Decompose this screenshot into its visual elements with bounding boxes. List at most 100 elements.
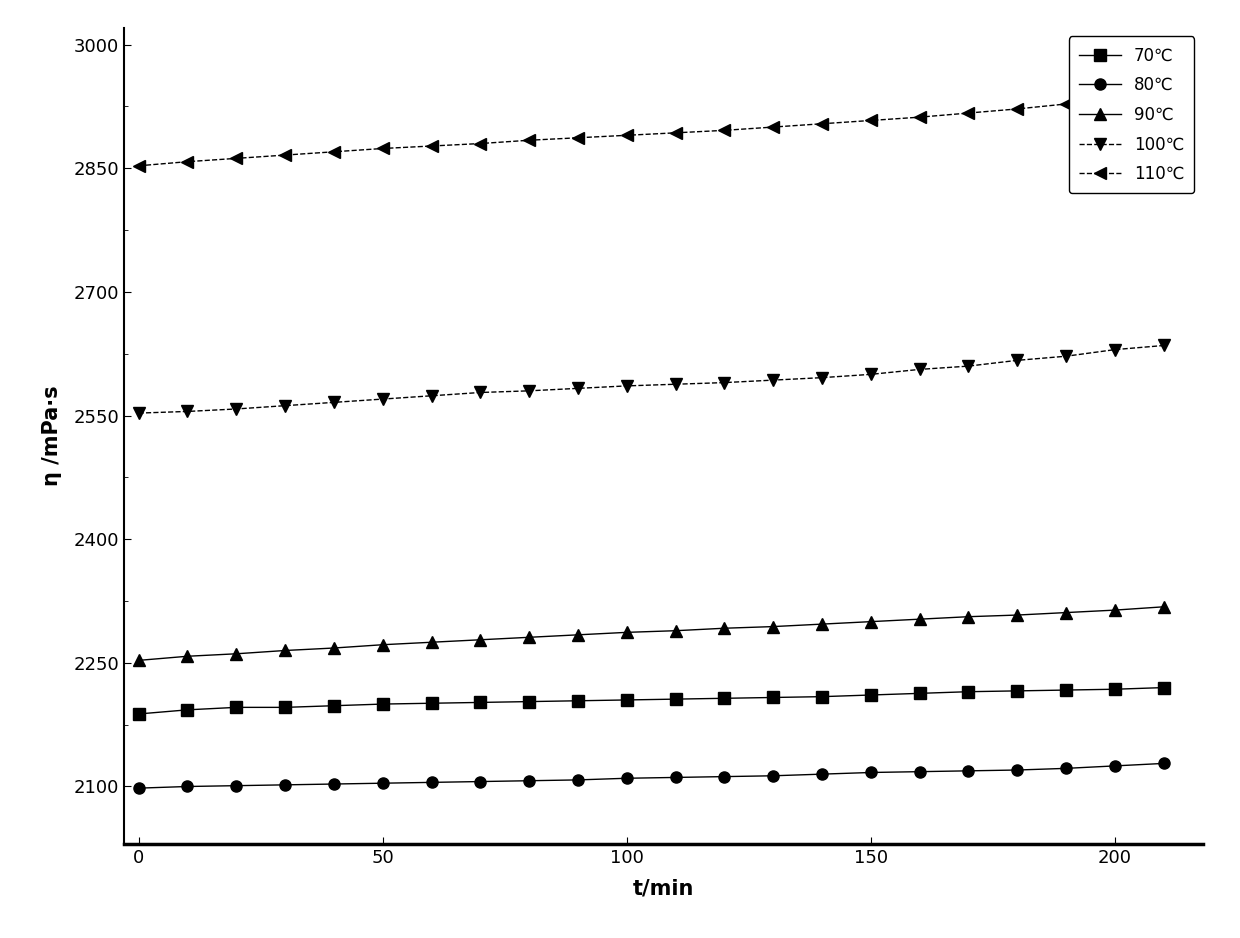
90℃	[961, 611, 976, 622]
110℃	[424, 141, 439, 152]
90℃	[376, 639, 391, 650]
80℃	[180, 780, 195, 792]
70℃	[717, 692, 732, 704]
70℃	[131, 708, 146, 719]
90℃	[278, 644, 293, 656]
90℃	[229, 648, 244, 659]
90℃	[863, 616, 878, 628]
90℃	[619, 627, 634, 638]
100℃	[913, 364, 928, 375]
80℃	[717, 771, 732, 782]
80℃	[278, 779, 293, 791]
Line: 100℃: 100℃	[133, 340, 1169, 418]
100℃	[815, 372, 830, 384]
100℃	[1157, 340, 1172, 351]
100℃	[326, 397, 341, 408]
90℃	[180, 651, 195, 662]
100℃	[570, 383, 585, 394]
70℃	[424, 698, 439, 709]
80℃	[1059, 763, 1074, 774]
110℃	[1009, 103, 1024, 114]
90℃	[717, 623, 732, 634]
80℃	[376, 778, 391, 789]
90℃	[131, 655, 146, 666]
110℃	[570, 132, 585, 144]
70℃	[1157, 682, 1172, 693]
80℃	[424, 777, 439, 788]
Line: 90℃: 90℃	[133, 601, 1169, 666]
110℃	[961, 108, 976, 119]
Legend: 70℃, 80℃, 90℃, 100℃, 110℃: 70℃, 80℃, 90℃, 100℃, 110℃	[1069, 37, 1194, 193]
70℃	[863, 689, 878, 701]
100℃	[229, 403, 244, 415]
70℃	[815, 691, 830, 703]
100℃	[180, 406, 195, 417]
110℃	[229, 153, 244, 164]
100℃	[1059, 351, 1074, 362]
70℃	[570, 695, 585, 706]
Line: 110℃: 110℃	[133, 88, 1169, 172]
90℃	[1107, 604, 1122, 615]
100℃	[522, 386, 537, 397]
80℃	[863, 767, 878, 779]
110℃	[522, 135, 537, 146]
70℃	[472, 697, 487, 708]
100℃	[1009, 355, 1024, 366]
90℃	[766, 621, 781, 632]
70℃	[376, 699, 391, 710]
100℃	[131, 407, 146, 418]
80℃	[1157, 758, 1172, 769]
80℃	[570, 774, 585, 785]
90℃	[1009, 610, 1024, 621]
70℃	[1059, 685, 1074, 696]
110℃	[717, 125, 732, 136]
100℃	[1107, 344, 1122, 356]
110℃	[863, 114, 878, 126]
70℃	[522, 696, 537, 707]
100℃	[961, 360, 976, 371]
90℃	[326, 643, 341, 654]
90℃	[913, 613, 928, 625]
80℃	[522, 775, 537, 786]
110℃	[472, 138, 487, 149]
90℃	[424, 637, 439, 648]
Y-axis label: η /mPa·s: η /mPa·s	[42, 386, 62, 487]
90℃	[815, 618, 830, 629]
110℃	[326, 146, 341, 158]
110℃	[815, 118, 830, 129]
110℃	[619, 129, 634, 141]
80℃	[1107, 761, 1122, 772]
100℃	[717, 377, 732, 388]
70℃	[180, 704, 195, 716]
80℃	[961, 765, 976, 777]
80℃	[815, 768, 830, 779]
70℃	[278, 702, 293, 713]
70℃	[913, 688, 928, 699]
80℃	[229, 780, 244, 792]
100℃	[668, 379, 683, 390]
90℃	[472, 634, 487, 645]
110℃	[376, 143, 391, 154]
100℃	[766, 374, 781, 386]
100℃	[472, 386, 487, 398]
100℃	[424, 390, 439, 401]
70℃	[668, 693, 683, 704]
80℃	[326, 779, 341, 790]
Line: 80℃: 80℃	[133, 758, 1169, 794]
70℃	[619, 694, 634, 705]
90℃	[570, 629, 585, 641]
90℃	[522, 631, 537, 643]
80℃	[1009, 764, 1024, 776]
90℃	[1059, 607, 1074, 618]
110℃	[278, 149, 293, 160]
80℃	[131, 782, 146, 794]
80℃	[619, 773, 634, 784]
80℃	[668, 772, 683, 783]
Line: 70℃: 70℃	[133, 682, 1169, 719]
70℃	[766, 692, 781, 704]
70℃	[326, 700, 341, 711]
80℃	[913, 766, 928, 778]
110℃	[131, 160, 146, 172]
70℃	[1107, 684, 1122, 695]
100℃	[376, 393, 391, 404]
